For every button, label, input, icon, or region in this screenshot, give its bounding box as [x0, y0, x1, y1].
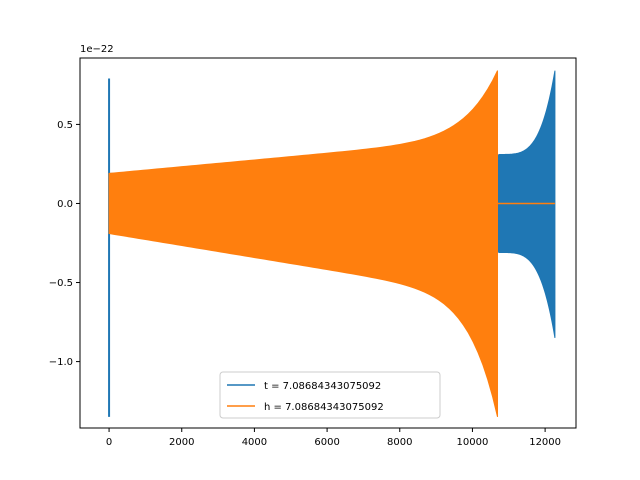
- x-tick-label: 4000: [242, 437, 267, 448]
- axes-frame: [79, 57, 577, 429]
- plot-series: [108, 70, 556, 418]
- x-tick-label: 12000: [529, 437, 561, 448]
- x-tick-label: 0: [106, 437, 112, 448]
- x-tick-label: 10000: [457, 437, 489, 448]
- legend: t = 7.08684343075092 h = 7.0868434307509…: [219, 371, 441, 419]
- x-tick-label: 8000: [387, 437, 412, 448]
- x-tick-label: 2000: [169, 437, 194, 448]
- y-tick-label: −0.5: [49, 278, 73, 289]
- x-axis-ticks: 0 2000 4000 6000 8000 10000 12000: [106, 428, 561, 448]
- series-h-envelope: [108, 70, 499, 418]
- y-axis-ticks: −1.0 −0.5 0.0 0.5: [49, 120, 80, 368]
- y-offset-text: 1e−22: [80, 44, 114, 55]
- y-tick-label: 0.0: [57, 199, 73, 210]
- y-tick-label: −1.0: [49, 357, 73, 368]
- legend-label-h: h = 7.08684343075092: [264, 402, 384, 413]
- legend-label-t: t = 7.08684343075092: [264, 381, 381, 392]
- x-tick-label: 6000: [314, 437, 339, 448]
- y-tick-label: 0.5: [57, 120, 73, 131]
- legend-frame: [219, 371, 441, 419]
